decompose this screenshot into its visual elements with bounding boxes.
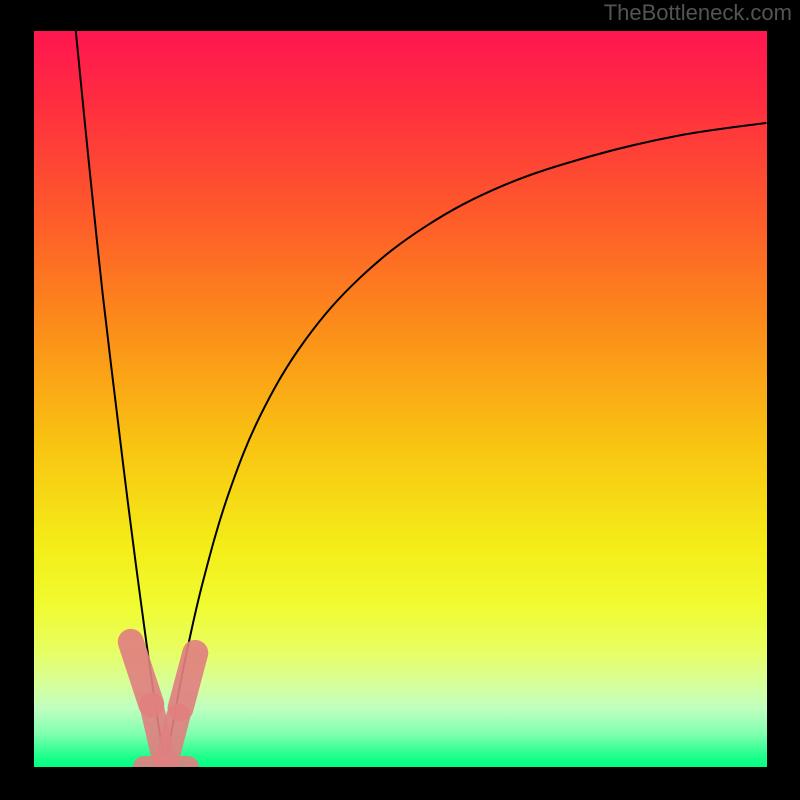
bottleneck-chart [0, 0, 800, 800]
attribution-text: TheBottleneck.com [604, 0, 792, 26]
data-marker [181, 653, 196, 708]
chart-frame: { "attribution": "TheBottleneck.com", "a… [0, 0, 800, 800]
